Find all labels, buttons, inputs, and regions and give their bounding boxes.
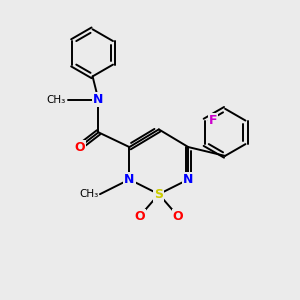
Text: F: F xyxy=(209,114,218,127)
Text: O: O xyxy=(134,210,145,223)
Text: O: O xyxy=(74,141,85,154)
Text: N: N xyxy=(183,173,194,186)
Text: O: O xyxy=(173,210,183,223)
Text: CH₃: CH₃ xyxy=(79,189,98,199)
Text: S: S xyxy=(154,188,163,201)
Text: N: N xyxy=(93,93,104,106)
Text: CH₃: CH₃ xyxy=(47,95,66,105)
Text: N: N xyxy=(124,173,135,186)
